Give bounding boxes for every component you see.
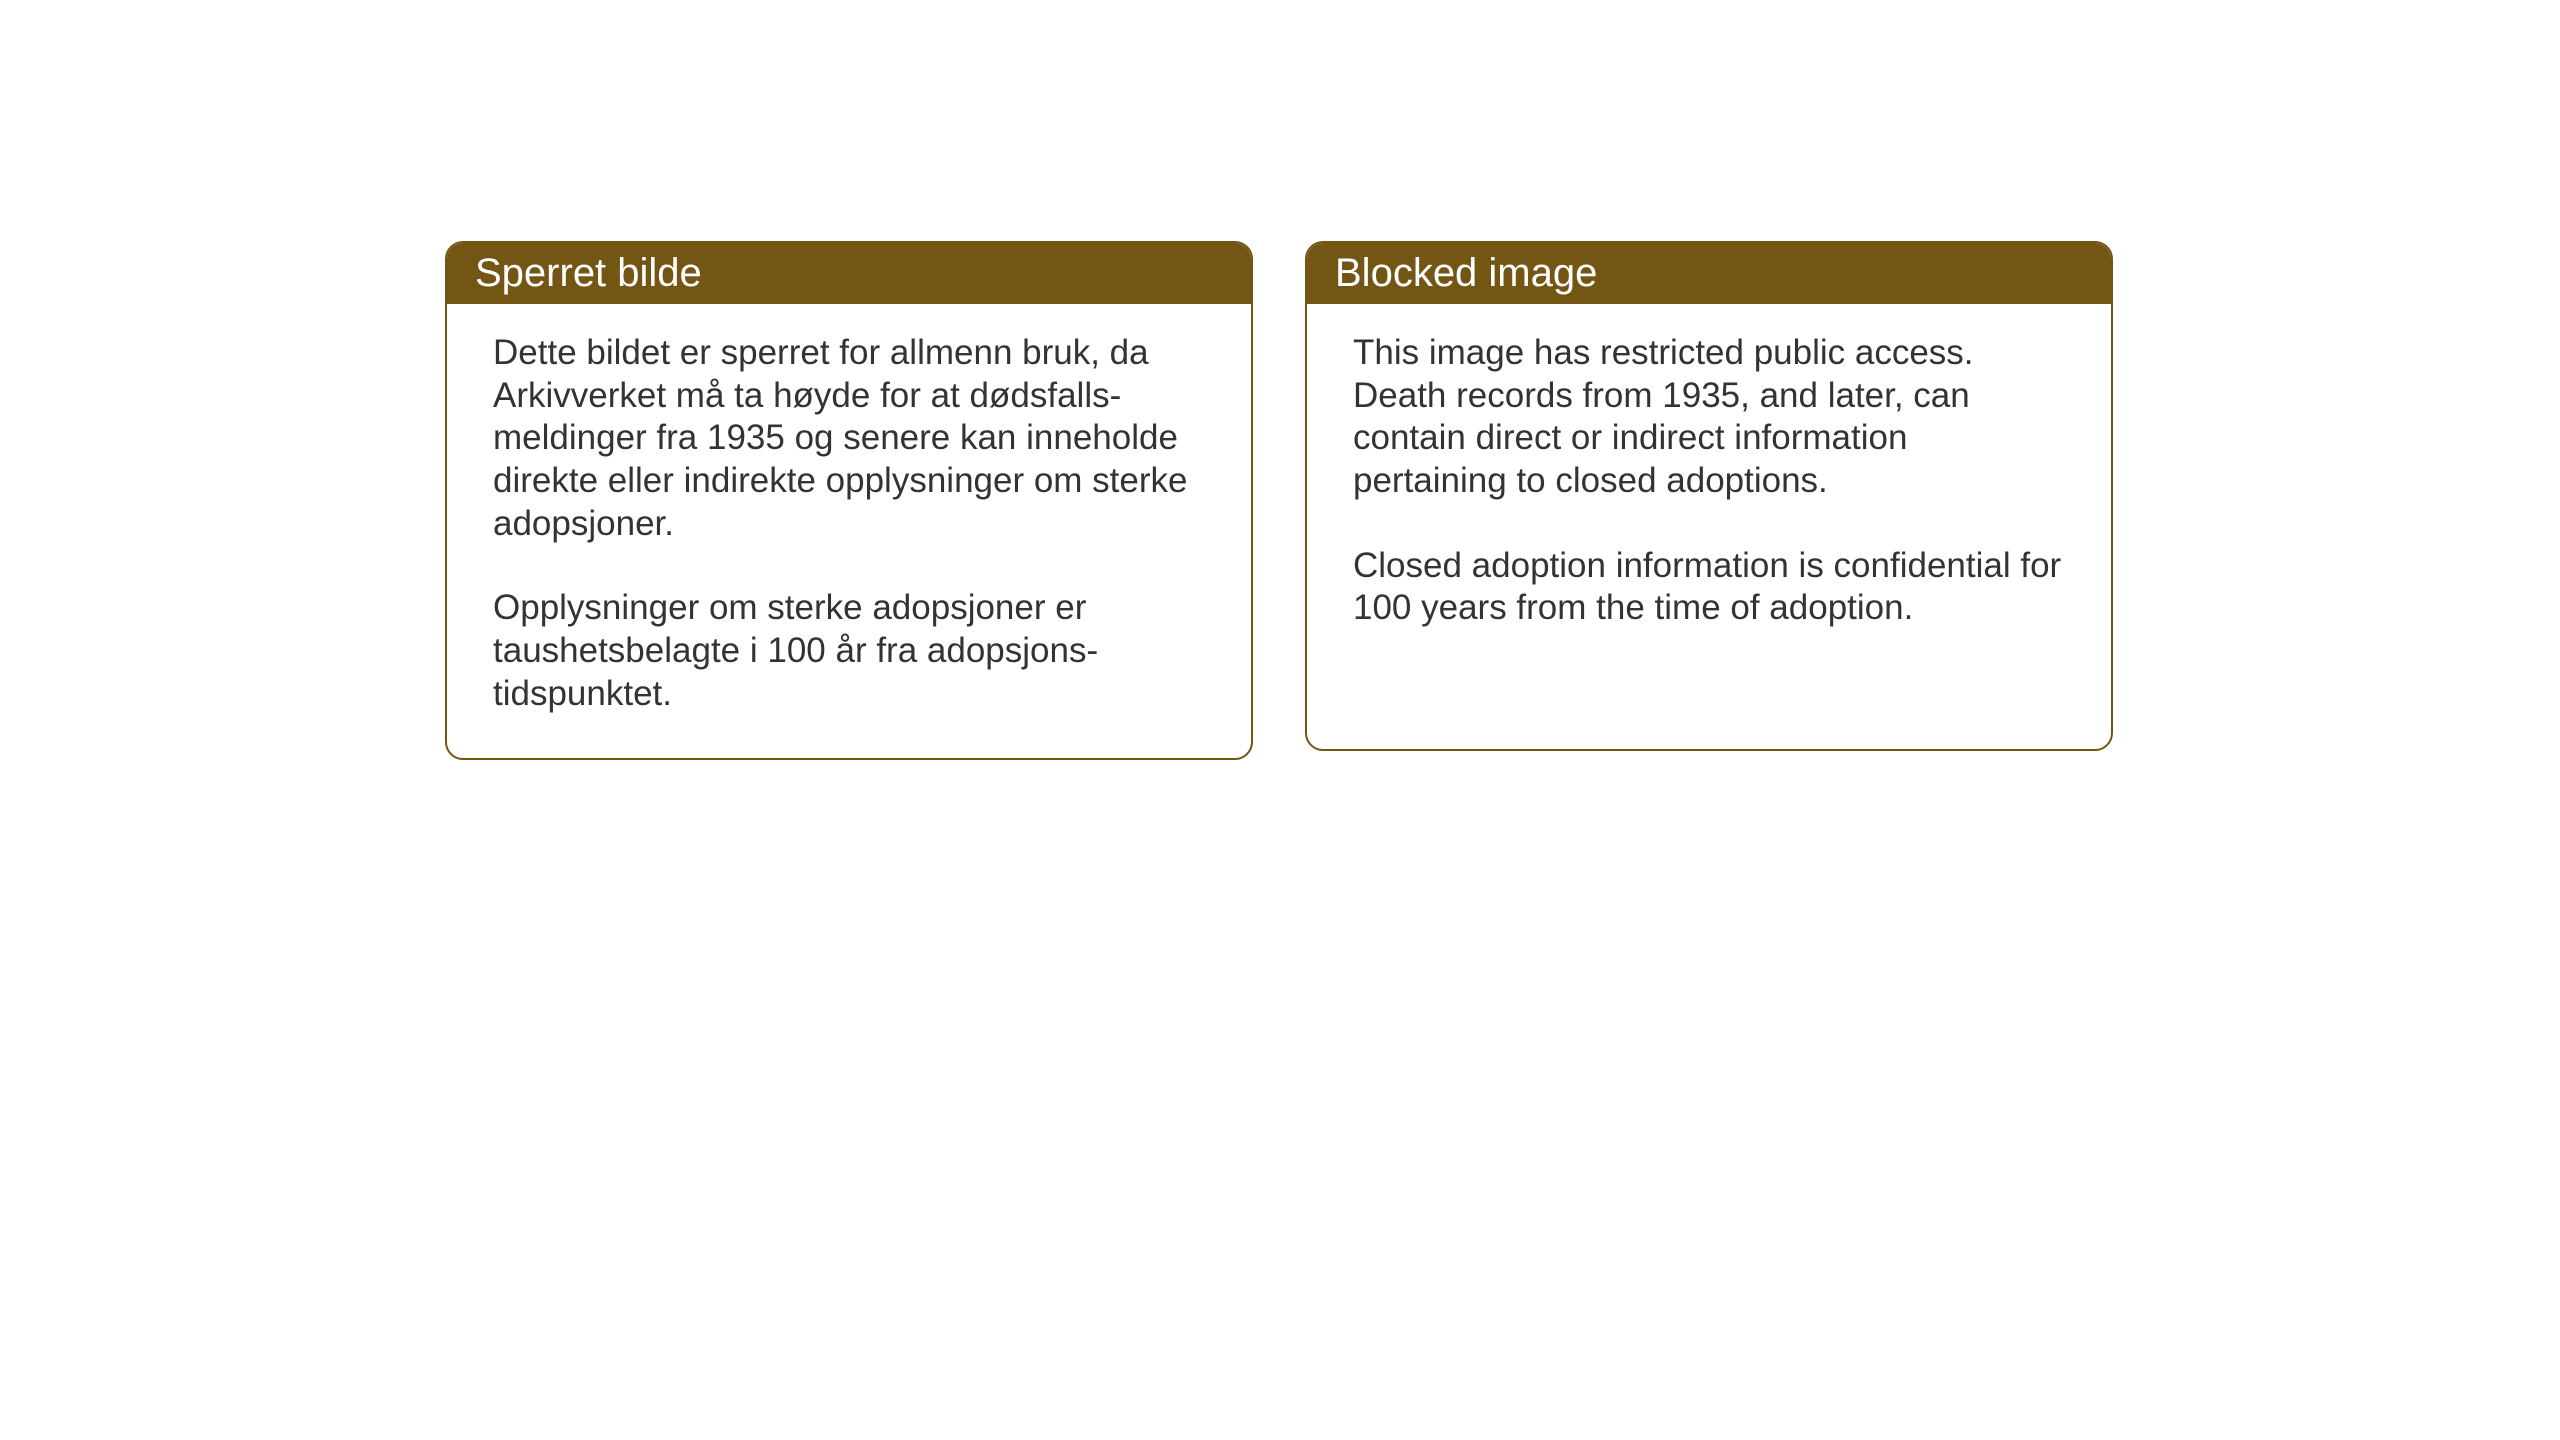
norwegian-message-box: Sperret bilde Dette bildet er sperret fo… (445, 241, 1253, 760)
norwegian-title: Sperret bilde (475, 251, 702, 295)
english-paragraph-2: Closed adoption information is confident… (1353, 545, 2069, 630)
norwegian-paragraph-2: Opplysninger om sterke adopsjoner er tau… (493, 587, 1209, 715)
message-container: Sperret bilde Dette bildet er sperret fo… (445, 241, 2113, 760)
norwegian-header: Sperret bilde (447, 243, 1251, 304)
english-paragraph-1: This image has restricted public access.… (1353, 332, 2069, 503)
english-title: Blocked image (1335, 251, 1597, 295)
norwegian-body: Dette bildet er sperret for allmenn bruk… (447, 304, 1251, 758)
english-header: Blocked image (1307, 243, 2111, 304)
english-body: This image has restricted public access.… (1307, 304, 2111, 672)
english-message-box: Blocked image This image has restricted … (1305, 241, 2113, 751)
norwegian-paragraph-1: Dette bildet er sperret for allmenn bruk… (493, 332, 1209, 545)
